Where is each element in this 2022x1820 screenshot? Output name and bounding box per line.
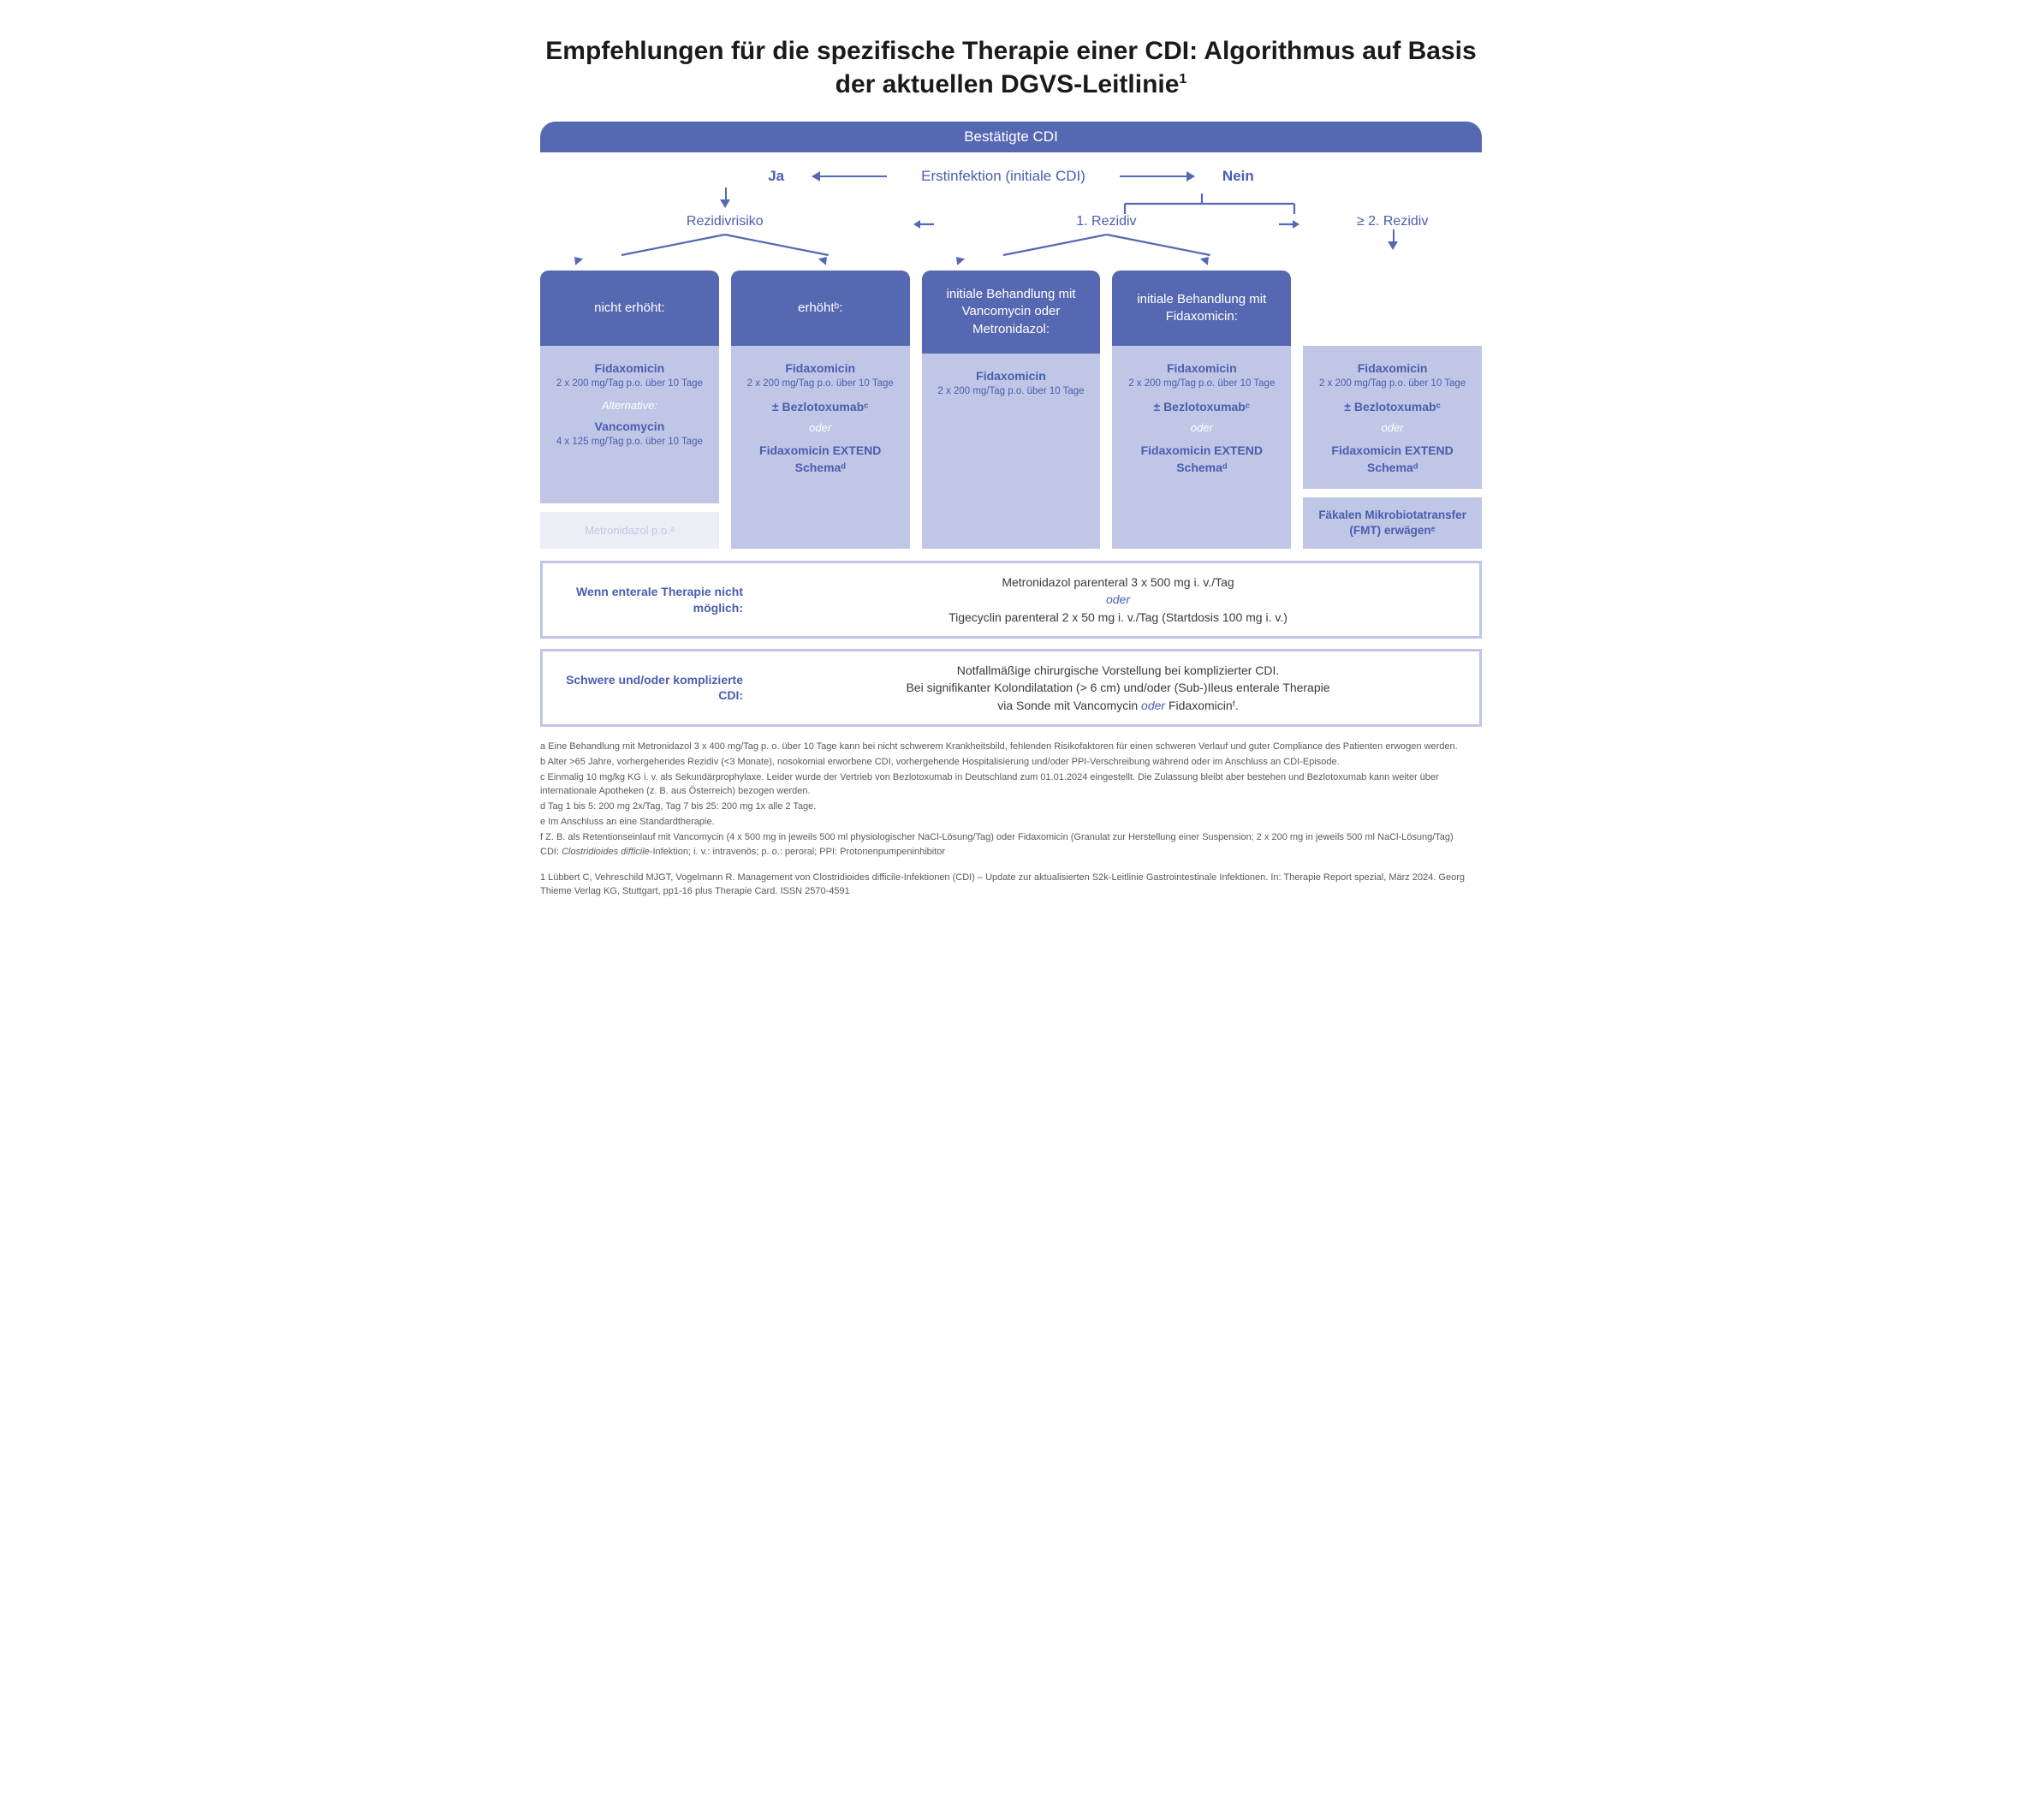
- fn-ref: 1 Lübbert C, Vehreschild MJGT, Vogelmann…: [540, 871, 1482, 899]
- fn-c: c Einmalig 10 mg/kg KG i. v. als Sekundä…: [540, 771, 1482, 799]
- infobox-label: Wenn enterale Therapie nicht möglich:: [555, 584, 743, 616]
- infobox-content: Metronidazol parenteral 3 x 500 mg i. v.…: [769, 574, 1467, 626]
- infobox-enteral: Wenn enterale Therapie nicht möglich: Me…: [540, 561, 1482, 639]
- decision-nein: Nein: [1222, 168, 1254, 185]
- page-title: Empfehlungen für die spezifische Therapi…: [540, 34, 1482, 101]
- diagonal-arrows: [540, 235, 1482, 262]
- col-nicht-erhoeht: nicht erhöht: Fidaxomicin 2 x 200 mg/Tag…: [540, 271, 719, 549]
- fn-d: d Tag 1 bis 5: 200 mg 2x/Tag, Tag 7 bis …: [540, 800, 1482, 814]
- decision-row: Ja Erstinfektion (initiale CDI) Nein: [540, 168, 1482, 185]
- columns-grid: nicht erhöht: Fidaxomicin 2 x 200 mg/Tag…: [540, 271, 1482, 549]
- title-sup: 1: [1179, 72, 1186, 86]
- fn-abbr: CDI: Clostridioides difficile-Infektion;…: [540, 846, 1482, 859]
- label-rezidivrisiko: Rezidivrisiko: [540, 214, 910, 229]
- col-body: Fidaxomicin 2 x 200 mg/Tag p.o. über 10 …: [540, 346, 719, 503]
- title-text: Empfehlungen für die spezifische Therapi…: [545, 37, 1476, 98]
- arrow-left-icon: [818, 175, 887, 177]
- arrow-down-icon: [720, 199, 730, 208]
- col-body: Fidaxomicin 2 x 200 mg/Tag p.o. über 10 …: [922, 354, 1101, 549]
- infobox-label: Schwere und/oder komplizierte CDI:: [555, 672, 743, 705]
- col-extra-metronidazol: Metronidazol p.o.ᵃ: [540, 512, 719, 549]
- arrow-left-small-icon: [913, 217, 934, 231]
- arrow-down-icon: [1388, 241, 1398, 250]
- fn-a: a Eine Behandlung mit Metronidazol 3 x 4…: [540, 740, 1482, 754]
- arrow-right-icon: [1120, 175, 1188, 177]
- col-erhoeht: erhöhtᵇ: Fidaxomicin 2 x 200 mg/Tag p.o.…: [731, 271, 910, 549]
- arrow-right-small-icon: [1279, 217, 1299, 231]
- decision-center: Erstinfektion (initiale CDI): [921, 168, 1085, 185]
- banner-confirmed-cdi: Bestätigte CDI: [540, 122, 1482, 152]
- col-body: Fidaxomicin 2 x 200 mg/Tag p.o. über 10 …: [731, 346, 910, 549]
- decision-ja: Ja: [768, 168, 784, 185]
- fn-b: b Alter >65 Jahre, vorhergehendes Rezidi…: [540, 756, 1482, 770]
- col-header: nicht erhöht:: [540, 271, 719, 346]
- col-header: erhöhtᵇ:: [731, 271, 910, 346]
- fn-f: f Z. B. als Retentionseinlauf mit Vancom…: [540, 831, 1482, 845]
- fn-e: e Im Anschluss an eine Standardtherapie.: [540, 816, 1482, 830]
- col-extra-fmt: Fäkalen Mikrobiotatransfer (FMT) erwägen…: [1303, 497, 1482, 549]
- infobox-severe: Schwere und/oder komplizierte CDI: Notfa…: [540, 649, 1482, 727]
- label-rezidiv1: 1. Rezidiv: [1076, 214, 1136, 229]
- col-body: Fidaxomicin 2 x 200 mg/Tag p.o. über 10 …: [1303, 346, 1482, 489]
- col-body: Fidaxomicin 2 x 200 mg/Tag p.o. über 10 …: [1112, 346, 1291, 549]
- footnotes: a Eine Behandlung mit Metronidazol 3 x 4…: [540, 740, 1482, 899]
- infobox-content: Notfallmäßige chirurgische Vorstellung b…: [769, 662, 1467, 714]
